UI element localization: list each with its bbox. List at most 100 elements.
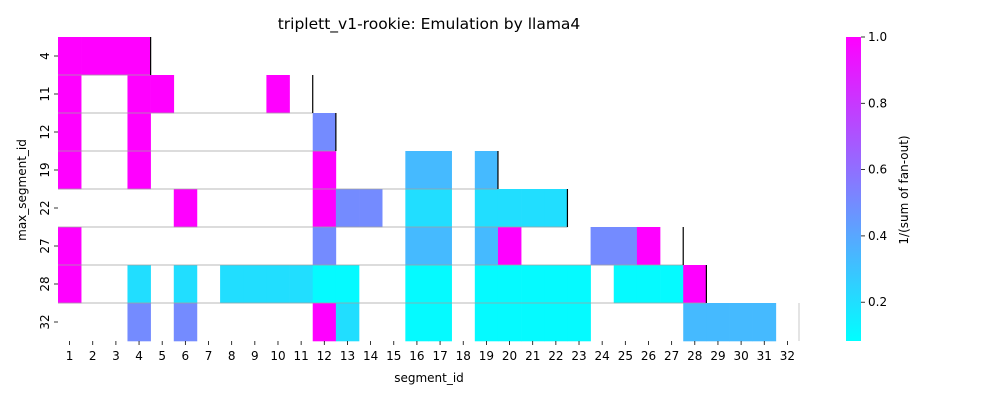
heatmap-cell bbox=[590, 227, 615, 266]
heatmap-cell bbox=[127, 265, 151, 304]
x-tick-label: 28 bbox=[687, 349, 702, 363]
x-tick-label: 5 bbox=[158, 349, 166, 363]
heatmap-cell bbox=[683, 303, 707, 342]
heatmap-cell bbox=[405, 227, 429, 266]
heatmap-cell bbox=[405, 303, 429, 342]
x-tick-label: 16 bbox=[409, 349, 424, 363]
heatmap-cell bbox=[521, 303, 545, 342]
x-tick-label: 7 bbox=[205, 349, 213, 363]
heatmap-cell bbox=[474, 265, 499, 304]
x-tick-label: 19 bbox=[479, 349, 494, 363]
x-tick-label: 25 bbox=[618, 349, 633, 363]
heatmap-cell bbox=[243, 265, 267, 304]
heatmap-cell bbox=[127, 151, 151, 190]
heatmap-cell bbox=[636, 227, 661, 266]
heatmap-cell bbox=[312, 113, 337, 152]
y-tick-label: 32 bbox=[38, 314, 52, 329]
heatmap-cell bbox=[474, 189, 499, 228]
heatmap-cell bbox=[428, 189, 452, 228]
y-axis-label: max_segment_id bbox=[15, 139, 29, 241]
heatmap-cell bbox=[729, 303, 753, 342]
heatmap-cell bbox=[58, 227, 82, 266]
heatmap-cell bbox=[474, 151, 499, 190]
x-tick-label: 18 bbox=[456, 349, 471, 363]
heatmap-cell bbox=[660, 265, 684, 304]
heatmap-cell bbox=[405, 151, 429, 190]
heatmap-cell bbox=[289, 265, 314, 304]
x-axis-ticks: 1 2 3 4 5 6 7 8 9 10 11 12 13 14 15 16 17 18 19 20 21 22 23 24 2… bbox=[66, 341, 795, 363]
heatmap-cell bbox=[497, 265, 522, 304]
heatmap-cell bbox=[752, 303, 777, 342]
heatmap-cell bbox=[405, 189, 429, 228]
heatmap-cell bbox=[497, 227, 522, 266]
colorbar-tick-label: 0.6 bbox=[868, 163, 887, 177]
x-tick-label: 14 bbox=[363, 349, 378, 363]
heatmap-cell bbox=[428, 265, 452, 304]
colorbar-tick-label: 0.8 bbox=[868, 96, 887, 110]
colorbar-tick-label: 0.4 bbox=[868, 229, 887, 243]
heatmap-cell bbox=[335, 265, 360, 304]
row-separators bbox=[58, 37, 800, 341]
heatmap-cell bbox=[312, 227, 337, 266]
heatmap-cell bbox=[58, 37, 82, 76]
x-tick-label: 2 bbox=[89, 349, 97, 363]
y-tick-label: 4 bbox=[38, 52, 52, 60]
heatmap-cell bbox=[683, 265, 707, 304]
heatmap-cell bbox=[706, 303, 730, 342]
heatmap-cell bbox=[127, 37, 151, 76]
heatmap-cell bbox=[474, 227, 499, 266]
heatmap-cell bbox=[428, 227, 452, 266]
colorbar bbox=[846, 37, 861, 341]
heatmap-cell bbox=[544, 265, 568, 304]
heatmap-cell bbox=[127, 303, 151, 342]
x-tick-label: 31 bbox=[757, 349, 772, 363]
x-tick-label: 15 bbox=[386, 349, 401, 363]
chart-title: triplett_v1-rookie: Emulation by llama4 bbox=[278, 15, 581, 34]
x-tick-label: 20 bbox=[502, 349, 517, 363]
x-tick-label: 12 bbox=[317, 349, 332, 363]
heatmap-cell bbox=[312, 151, 337, 190]
y-tick-label: 19 bbox=[38, 162, 52, 177]
x-tick-label: 8 bbox=[228, 349, 236, 363]
x-tick-label: 30 bbox=[733, 349, 748, 363]
colorbar-ticks: 0.2 0.4 0.6 0.8 1.0 bbox=[861, 30, 887, 309]
heatmap-cell bbox=[521, 265, 545, 304]
x-tick-label: 23 bbox=[571, 349, 586, 363]
heatmap-cell bbox=[266, 75, 290, 114]
colorbar-tick-label: 0.2 bbox=[868, 295, 887, 309]
heatmap-cell bbox=[474, 303, 499, 342]
heatmap-cell bbox=[150, 75, 175, 114]
heatmap-cell bbox=[613, 227, 638, 266]
x-tick-label: 24 bbox=[595, 349, 610, 363]
heatmap-cell bbox=[544, 303, 568, 342]
colorbar-label: 1/(sum of fan-out) bbox=[897, 135, 911, 244]
x-tick-label: 26 bbox=[641, 349, 656, 363]
heatmap-cell bbox=[173, 189, 198, 228]
heatmap-cells bbox=[58, 37, 777, 342]
heatmap-cell bbox=[173, 265, 198, 304]
heatmap-cell bbox=[567, 303, 591, 342]
heatmap-cell bbox=[312, 265, 337, 304]
x-tick-label: 13 bbox=[340, 349, 355, 363]
heatmap-cell bbox=[335, 303, 360, 342]
heatmap-cell bbox=[613, 265, 638, 304]
heatmap-cell bbox=[636, 265, 661, 304]
x-tick-label: 32 bbox=[780, 349, 795, 363]
heatmap-cell bbox=[58, 113, 82, 152]
x-tick-label: 9 bbox=[251, 349, 259, 363]
y-axis-ticks: 4 11 12 19 22 27 28 32 bbox=[38, 52, 58, 330]
heatmap-cell bbox=[81, 37, 105, 76]
heatmap-cell bbox=[127, 75, 151, 114]
x-tick-label: 11 bbox=[294, 349, 309, 363]
x-tick-label: 3 bbox=[112, 349, 120, 363]
x-tick-label: 17 bbox=[432, 349, 447, 363]
heatmap-cell bbox=[58, 75, 82, 114]
heatmap-cell bbox=[312, 189, 337, 228]
heatmap-cell bbox=[173, 303, 198, 342]
heatmap-cell bbox=[405, 265, 429, 304]
heatmap-cell bbox=[312, 303, 337, 342]
x-axis-label: segment_id bbox=[394, 371, 464, 385]
y-tick-label: 22 bbox=[38, 200, 52, 215]
heatmap-cell bbox=[497, 303, 522, 342]
